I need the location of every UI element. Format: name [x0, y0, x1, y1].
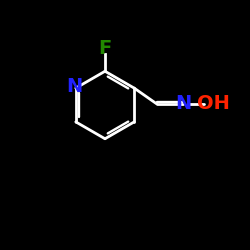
- Text: N: N: [66, 78, 83, 96]
- Text: OH: OH: [197, 94, 230, 114]
- Text: N: N: [175, 94, 191, 114]
- Text: F: F: [98, 39, 112, 58]
